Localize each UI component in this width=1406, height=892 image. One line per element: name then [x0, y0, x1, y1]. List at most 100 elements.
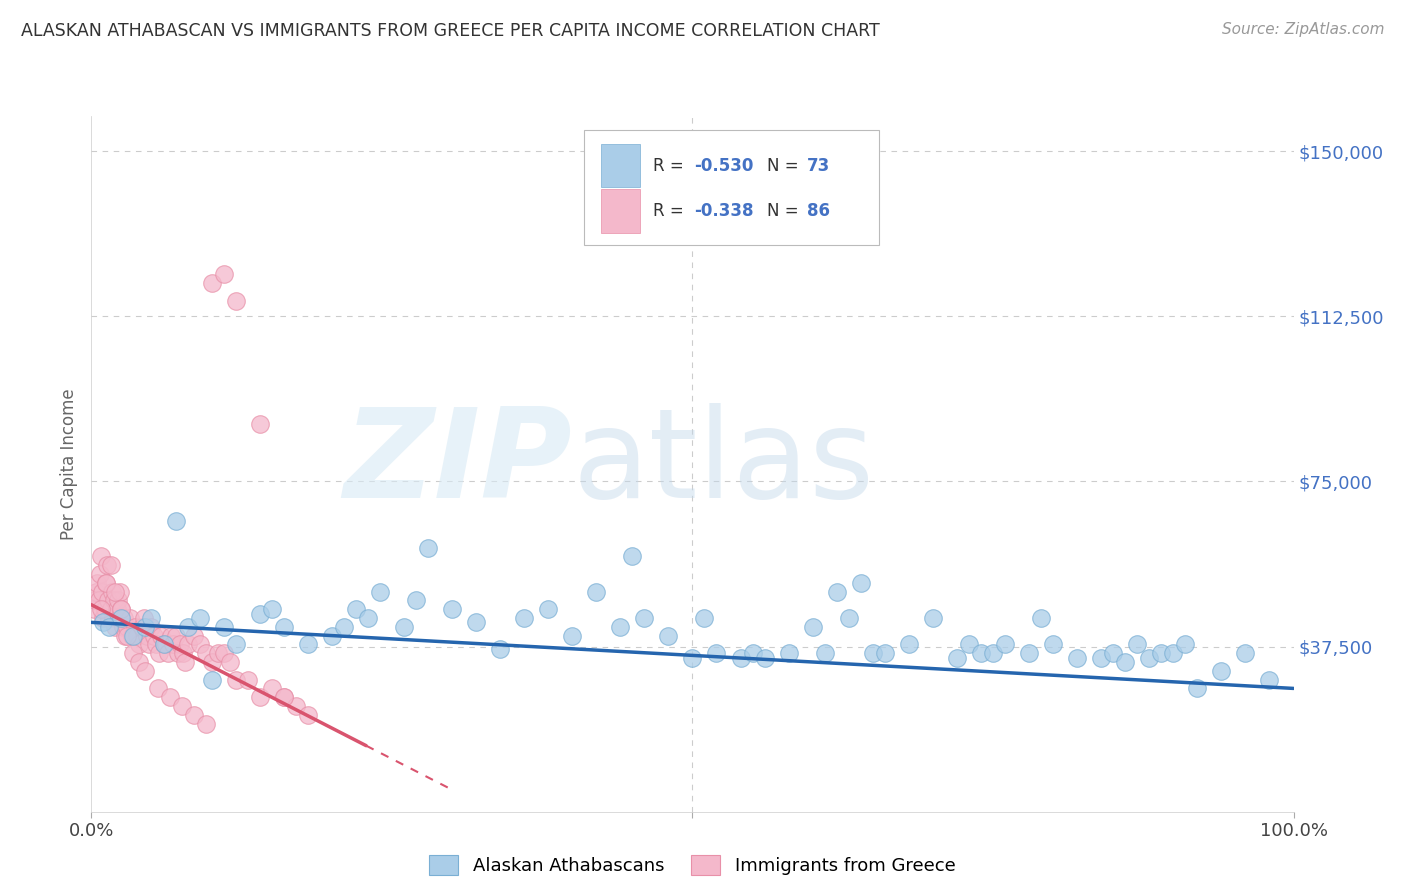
Point — [135, 629, 157, 643]
Point — [212, 646, 235, 660]
Point — [1090, 650, 1112, 665]
Text: ZIP: ZIP — [343, 403, 572, 524]
Point — [321, 629, 343, 643]
Point — [218, 655, 240, 669]
Point — [188, 637, 211, 651]
Point — [225, 637, 247, 651]
Point — [93, 611, 115, 625]
Point — [260, 681, 283, 696]
Point — [97, 593, 120, 607]
Point — [159, 629, 181, 643]
Point — [585, 584, 607, 599]
Point — [260, 602, 283, 616]
Point — [249, 690, 271, 705]
Text: R =: R = — [652, 202, 689, 220]
Point — [128, 637, 150, 651]
Point — [194, 716, 217, 731]
Point — [862, 646, 884, 660]
FancyBboxPatch shape — [602, 189, 640, 233]
Point — [141, 611, 163, 625]
Point — [1114, 655, 1136, 669]
Point — [101, 611, 124, 625]
Point — [104, 620, 127, 634]
Point — [122, 629, 145, 643]
Point — [155, 637, 177, 651]
Point — [754, 650, 776, 665]
Point — [103, 593, 125, 607]
Point — [141, 620, 163, 634]
FancyBboxPatch shape — [602, 145, 640, 187]
Point — [1029, 611, 1052, 625]
Point — [801, 620, 824, 634]
Point — [609, 620, 631, 634]
Point — [124, 620, 146, 634]
Point — [107, 593, 129, 607]
Point — [561, 629, 583, 643]
Point — [957, 637, 980, 651]
Text: Source: ZipAtlas.com: Source: ZipAtlas.com — [1222, 22, 1385, 37]
Point — [194, 646, 217, 660]
Point — [273, 620, 295, 634]
Point — [94, 575, 117, 590]
Point — [392, 620, 415, 634]
Point — [146, 681, 169, 696]
Point — [114, 629, 136, 643]
Point — [98, 611, 121, 625]
Point — [1042, 637, 1064, 651]
Legend: Alaskan Athabascans, Immigrants from Greece: Alaskan Athabascans, Immigrants from Gre… — [422, 847, 963, 883]
Point — [110, 602, 132, 616]
Point — [93, 615, 115, 630]
Point — [110, 584, 132, 599]
Point — [105, 602, 128, 616]
Point — [922, 611, 945, 625]
Point — [165, 629, 187, 643]
Text: -0.338: -0.338 — [693, 202, 754, 220]
Point — [693, 611, 716, 625]
Point — [152, 637, 174, 651]
Point — [125, 629, 148, 643]
Point — [249, 417, 271, 432]
Point — [112, 611, 135, 625]
Text: N =: N = — [768, 157, 804, 175]
Point — [440, 602, 463, 616]
Point — [94, 575, 117, 590]
Point — [1234, 646, 1257, 660]
Point — [297, 707, 319, 722]
Point — [110, 602, 132, 616]
Point — [84, 593, 107, 607]
Point — [778, 646, 800, 660]
Text: 86: 86 — [807, 202, 830, 220]
Point — [93, 602, 115, 616]
Point — [201, 277, 224, 291]
Point — [1211, 664, 1233, 678]
Point — [273, 690, 295, 705]
Point — [730, 650, 752, 665]
Point — [1102, 646, 1125, 660]
Point — [236, 673, 259, 687]
Text: 73: 73 — [807, 157, 830, 175]
Point — [91, 584, 114, 599]
Point — [207, 646, 229, 660]
Point — [225, 293, 247, 308]
Point — [111, 620, 134, 634]
Point — [357, 611, 380, 625]
Point — [83, 602, 105, 616]
Point — [225, 673, 247, 687]
Point — [1161, 646, 1184, 660]
Point — [1126, 637, 1149, 651]
Point — [110, 611, 132, 625]
Point — [117, 629, 139, 643]
Point — [176, 637, 198, 651]
Point — [201, 673, 224, 687]
Point — [405, 593, 427, 607]
Point — [172, 646, 194, 660]
Point — [657, 629, 679, 643]
Text: -0.530: -0.530 — [693, 157, 754, 175]
Point — [1137, 650, 1160, 665]
Point — [344, 602, 367, 616]
Point — [838, 611, 860, 625]
Y-axis label: Per Capita Income: Per Capita Income — [60, 388, 79, 540]
Point — [122, 646, 145, 660]
Point — [946, 650, 969, 665]
Point — [104, 584, 127, 599]
